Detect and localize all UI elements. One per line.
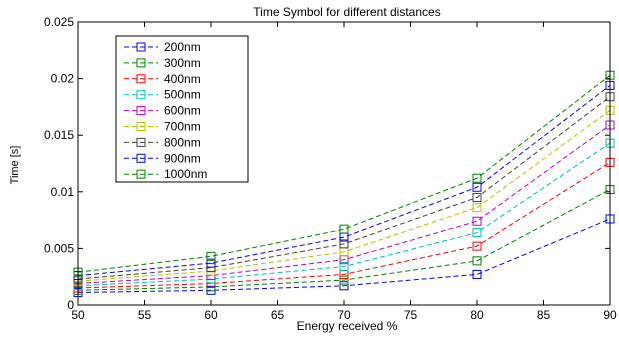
legend-marker-200nm	[136, 42, 146, 52]
data-point-1000nm	[339, 224, 349, 234]
y-tick-label: 0.01	[51, 185, 75, 199]
data-point-900nm	[206, 258, 216, 268]
legend-marker-700nm	[136, 122, 146, 131]
data-point-800nm	[206, 263, 216, 273]
x-tick-label: 75	[404, 308, 418, 322]
x-tick-label: 70	[337, 308, 351, 322]
legend-marker-800nm	[136, 137, 146, 147]
chart-title: Time Symbol for different distances	[253, 5, 440, 19]
legend-label: 800nm	[164, 135, 201, 149]
y-tick-label: 0	[67, 298, 74, 312]
series-line-900nm	[77, 85, 611, 277]
series-line-200nm	[77, 218, 611, 293]
y-axis-label: Time [s]	[9, 146, 21, 185]
y-tick-label: 0.005	[44, 241, 74, 255]
series-line-1000nm	[77, 74, 611, 273]
data-point-1000nm	[206, 251, 216, 261]
data-point-600nm	[472, 216, 482, 226]
legend-marker-1000nm	[136, 169, 146, 179]
legend-marker-600nm	[136, 106, 146, 116]
legend-label: 700nm	[164, 120, 201, 134]
legend-label: 900nm	[164, 151, 201, 165]
series-line-300nm	[77, 189, 611, 291]
x-tick-label: 85	[537, 308, 551, 322]
data-point-200nm	[339, 281, 349, 291]
y-tick-label: 0.02	[51, 72, 75, 86]
data-point-900nm	[472, 182, 482, 192]
legend-label: 200nm	[164, 40, 201, 54]
x-tick-label: 80	[470, 308, 484, 322]
series-line-500nm	[77, 142, 611, 287]
x-tick-label: 50	[71, 308, 85, 322]
x-axis-label: Energy received %	[297, 319, 398, 333]
x-tick-label: 90	[603, 308, 617, 322]
x-tick-label: 65	[271, 308, 285, 322]
axes-box	[77, 21, 611, 306]
y-tick-label: 0.025	[44, 15, 74, 29]
legend-label: 500nm	[164, 88, 201, 102]
data-point-800nm	[472, 192, 482, 202]
data-point-300nm	[339, 275, 349, 285]
data-point-500nm	[339, 262, 349, 272]
legend-marker-400nm	[136, 74, 146, 84]
data-point-1000nm	[472, 173, 482, 183]
data-point-400nm	[472, 241, 482, 251]
legend-marker-900nm	[136, 153, 146, 163]
legend-label: 1000nm	[164, 167, 207, 181]
data-point-500nm	[472, 228, 482, 238]
data-point-700nm	[472, 203, 482, 213]
legend-marker-500nm	[136, 90, 146, 100]
axis-ticks: 50 55 60 65 70 75 80 85 90 0 0.005 0.01 0.015 0.02 0.0…	[44, 15, 617, 322]
y-tick-label: 0.015	[44, 128, 74, 142]
legend-marker-300nm	[136, 58, 146, 68]
data-point-200nm	[472, 269, 482, 279]
series-line-700nm	[77, 109, 611, 282]
series-lines	[77, 74, 611, 293]
data-point-300nm	[472, 256, 482, 266]
series-line-800nm	[77, 96, 611, 280]
x-tick-label: 55	[138, 308, 152, 322]
data-point-800nm	[339, 239, 349, 249]
legend-label: 300nm	[164, 56, 201, 70]
series-line-600nm	[77, 124, 611, 284]
legend-label: 400nm	[164, 72, 201, 86]
legend-box	[115, 35, 249, 183]
x-tick-label: 60	[204, 308, 218, 322]
series-line-400nm	[77, 161, 611, 289]
legend-label: 600nm	[164, 104, 201, 118]
